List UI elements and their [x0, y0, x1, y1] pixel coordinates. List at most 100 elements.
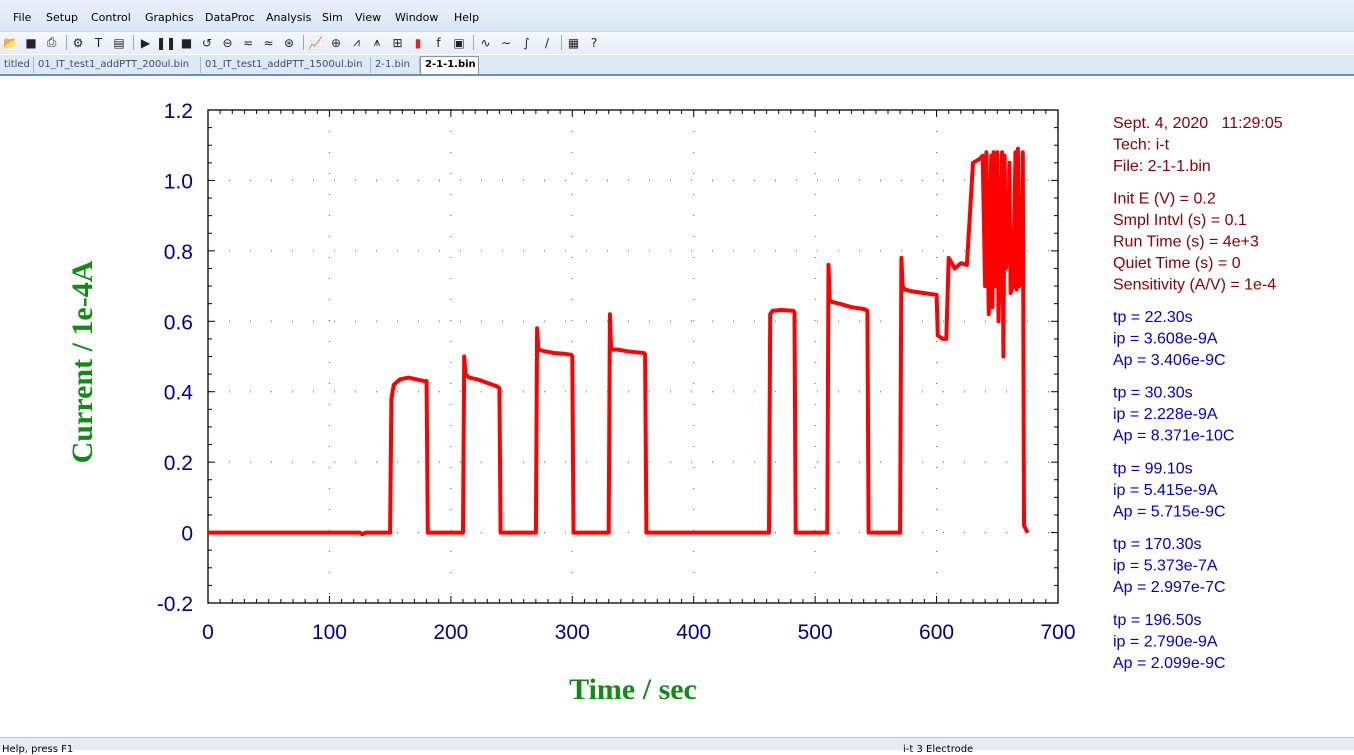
plot-area: 0 100 200 300 400 500 600 700 -0.2 0 0.2 0.4 0.6 0.8… [66, 100, 1283, 706]
smooth-icon[interactable]: ≂ [242, 35, 254, 50]
overlay-icon[interactable]: ⊞ [392, 35, 403, 50]
open-icon[interactable]: 📂 [3, 35, 18, 50]
menu-help[interactable]: Help [454, 11, 480, 24]
status-help-text: Help, press F1 [2, 744, 74, 755]
toolbar-separator [65, 35, 67, 50]
status-bar: Help, press F1 i-t 3 Electrode [0, 737, 1354, 755]
y-tick-label: 0.8 [164, 241, 193, 264]
tab-2[interactable]: 01_IT_test1_addPTT_200ul.bin [34, 57, 201, 73]
stop-icon[interactable]: ■ [180, 35, 193, 50]
x-tick-label: 300 [555, 621, 590, 644]
menu-dataproc[interactable]: DataProc [205, 11, 255, 24]
tool-icon[interactable]: / [544, 35, 550, 50]
toolbar-separator [561, 35, 562, 50]
x-tick-label: 500 [798, 621, 833, 644]
info-header-line: File: 2-1-1.bin [1113, 158, 1211, 175]
x-tick-label: 0 [202, 621, 214, 644]
manual-icon[interactable]: ⩚ [373, 35, 381, 49]
y-tick-label: 0.2 [164, 452, 193, 475]
y-tick-labels: -0.2 0 0.2 0.4 0.6 0.8 1.0 1.2 [157, 100, 193, 616]
peak-ip-value: ip = 5.373e-7A [1113, 558, 1218, 575]
help-icon[interactable]: ? [590, 35, 598, 50]
tab-3[interactable]: 01_IT_test1_addPTT_1500ul.bin [201, 57, 371, 73]
info-param-line: Init E (V) = 0.2 [1113, 191, 1216, 208]
run-icon[interactable]: ▶ [140, 35, 151, 50]
toolbar-separator [303, 35, 304, 50]
status-mode-text: i-t 3 Electrode [903, 744, 974, 755]
menu-analysis[interactable]: Analysis [266, 11, 312, 24]
tab-4[interactable]: 2-1.bin [371, 57, 420, 73]
peak-tp-value: tp = 30.30s [1113, 385, 1193, 402]
y-tick-label: 0 [181, 523, 193, 546]
peak-ap-value: Ap = 5.715e-9C [1113, 503, 1226, 520]
peak-tp-value: tp = 99.10s [1113, 460, 1193, 477]
save-icon[interactable]: ■ [25, 35, 37, 50]
menu-sim[interactable]: Sim [322, 11, 343, 24]
menu-view[interactable]: View [355, 11, 382, 24]
peak-tp-value: tp = 22.30s [1113, 309, 1193, 326]
plot-frame [207, 109, 1059, 604]
x-axis-label: Time / sec [569, 673, 697, 706]
integrate-icon[interactable]: ∫ [523, 35, 530, 50]
reverse-icon[interactable]: ↺ [201, 35, 213, 50]
color-icon[interactable]: ▮ [414, 35, 422, 50]
filter-icon[interactable]: ≈ [263, 35, 274, 50]
peak-ip-value: ip = 5.415e-9A [1113, 482, 1218, 499]
toolbar-separator [133, 35, 134, 50]
x-tick-label: 400 [676, 621, 711, 644]
font-icon[interactable]: f [436, 35, 441, 50]
toolbar-icon[interactable]: ▤ [113, 35, 125, 50]
peak-ip-value: ip = 2.790e-9A [1113, 633, 1218, 650]
options-icon[interactable]: ⊛ [283, 35, 295, 50]
peak-ap-value: Ap = 2.099e-9C [1113, 655, 1226, 672]
info-header-line: Tech: i-t [1113, 137, 1170, 154]
x-tick-label: 600 [919, 621, 954, 644]
y-tick-label: 0.6 [164, 311, 193, 334]
y-axis-label: Current / 1e-4A [66, 260, 99, 463]
text-icon[interactable]: T [94, 35, 103, 50]
clipboard-icon[interactable]: ▣ [453, 35, 465, 50]
info-param-line: Sensitivity (A/V) = 1e-4 [1113, 277, 1276, 294]
menu-control[interactable]: Control [91, 11, 131, 24]
info-panel: Sept. 4, 2020 11:29:05 Tech: i-t File: 2-1… [1113, 115, 1283, 672]
peak-ip-value: ip = 2.228e-9A [1113, 406, 1218, 423]
peak-icon[interactable]: ⩘ [353, 35, 360, 49]
info-param-line: Smpl Intvl (s) = 0.1 [1113, 212, 1247, 229]
y-tick-label: -0.2 [157, 593, 193, 616]
x-tick-label: 200 [433, 621, 468, 644]
info-param-line: Quiet Time (s) = 0 [1113, 255, 1241, 272]
menu-file[interactable]: File [13, 11, 32, 24]
y-tick-label: 0.4 [164, 382, 194, 405]
x-tick-label: 100 [312, 621, 347, 644]
zoom-icon[interactable]: ⊕ [330, 35, 342, 50]
x-tick-label: 700 [1040, 621, 1075, 644]
peak-ap-value: Ap = 3.406e-9C [1113, 352, 1226, 369]
table-icon[interactable]: ▦ [567, 35, 580, 50]
menu-graphics[interactable]: Graphics [145, 11, 194, 24]
info-header-line: Sept. 4, 2020 11:29:05 [1113, 115, 1283, 132]
document-tabs: titled 01_IT_test1_addPTT_200ul.bin 01_IT_… [0, 55, 1354, 76]
setup-icon[interactable]: ⚙ [72, 35, 84, 50]
tab-5[interactable]: 2-1-1.bin [420, 56, 479, 74]
menu-bar: File Setup Control Graphics DataProc Analysis… [0, 0, 1354, 32]
toolbar-separator [473, 35, 474, 50]
menu-window[interactable]: Window [395, 11, 439, 24]
peak-tp-value: tp = 196.50s [1113, 612, 1202, 629]
wave-icon[interactable]: ∼ [500, 35, 512, 50]
x-tick-labels: 0 100 200 300 400 500 600 700 [202, 621, 1075, 644]
tab-1[interactable]: titled [0, 57, 34, 73]
info-param-line: Run Time (s) = 4e+3 [1113, 234, 1259, 251]
y-tick-label: 1.2 [164, 100, 193, 123]
current-trace [208, 146, 1030, 537]
noise-icon[interactable]: ∿ [480, 35, 491, 50]
zero-icon[interactable]: ⊖ [222, 35, 233, 50]
axis-ticks [207, 109, 1059, 604]
menu-setup[interactable]: Setup [46, 11, 79, 24]
print-icon[interactable]: ⎙ [46, 35, 57, 49]
plot-grid [208, 110, 1058, 603]
peak-ap-value: Ap = 2.997e-7C [1113, 579, 1226, 596]
peak-ip-value: ip = 3.608e-9A [1113, 331, 1218, 348]
graph-icon[interactable]: 📈 [308, 35, 323, 50]
pause-icon[interactable]: ❚❚ [155, 35, 177, 50]
peak-ap-value: Ap = 8.371e-10C [1113, 428, 1234, 445]
